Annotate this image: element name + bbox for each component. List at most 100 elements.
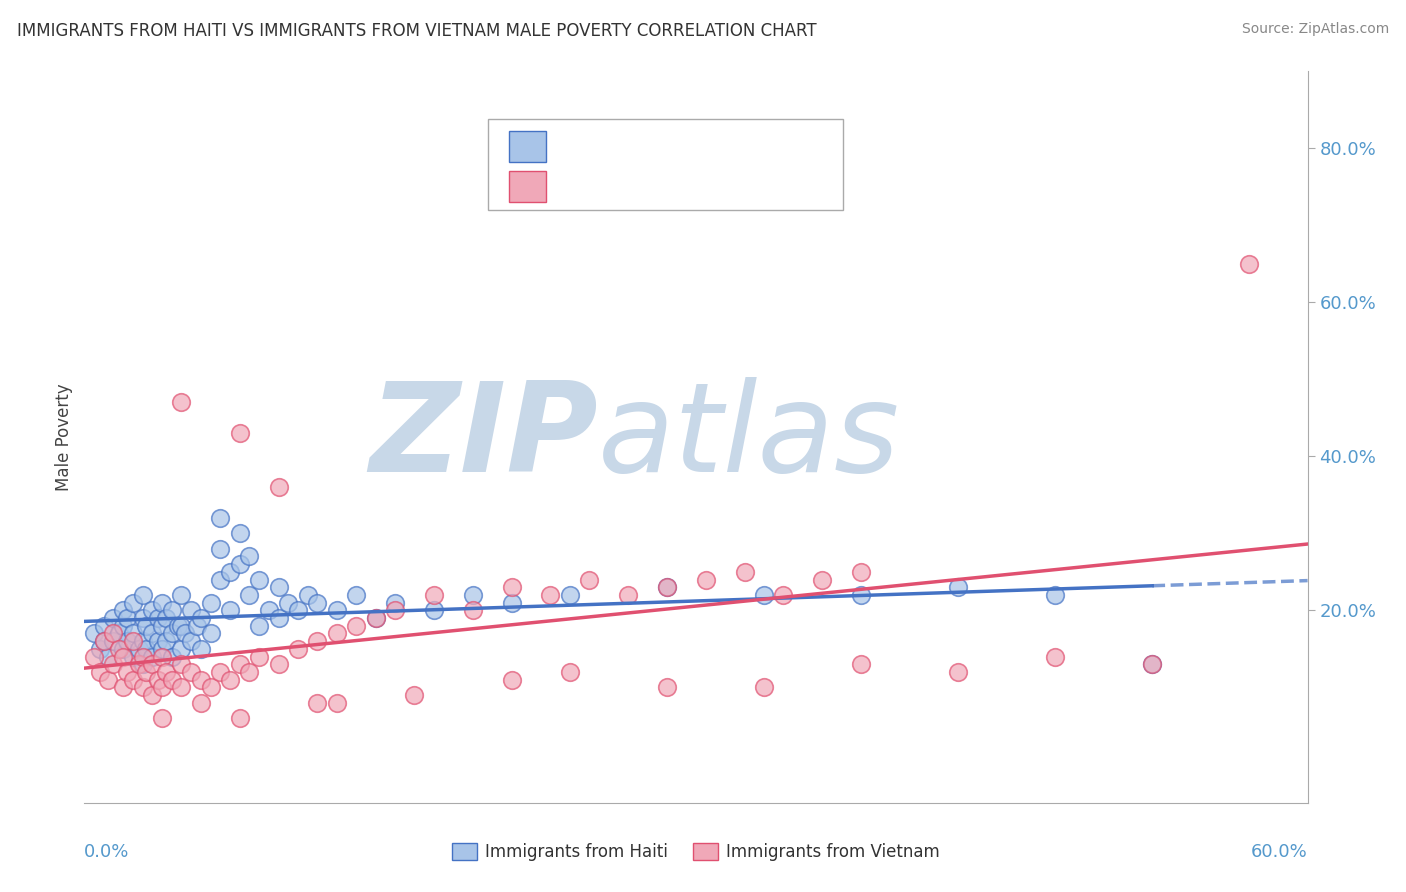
Point	[135, 665, 157, 679]
Point	[461, 603, 484, 617]
Point	[501, 596, 523, 610]
Point	[131, 588, 153, 602]
Point	[103, 626, 125, 640]
Point	[115, 634, 138, 648]
Point	[93, 634, 115, 648]
Point	[228, 557, 250, 571]
Point	[170, 618, 193, 632]
Point	[141, 626, 163, 640]
Point	[655, 580, 678, 594]
Point	[135, 618, 157, 632]
Point	[128, 657, 150, 672]
Point	[307, 634, 329, 648]
Point	[190, 673, 212, 687]
Text: R =  0.161: R = 0.161	[560, 137, 650, 156]
Point	[364, 611, 387, 625]
Point	[752, 588, 775, 602]
Point	[160, 626, 183, 640]
Point	[170, 395, 193, 409]
Point	[219, 565, 242, 579]
Point	[267, 480, 290, 494]
Point	[461, 588, 484, 602]
Point	[180, 634, 202, 648]
Point	[150, 649, 173, 664]
Point	[190, 696, 212, 710]
Point	[200, 596, 222, 610]
Point	[267, 657, 290, 672]
Bar	[509, 171, 546, 202]
Point	[617, 588, 640, 602]
Point	[228, 711, 250, 725]
Point	[150, 641, 173, 656]
Point	[155, 611, 177, 625]
Point	[946, 580, 969, 594]
Point	[97, 673, 120, 687]
Point	[849, 588, 872, 602]
Point	[180, 665, 202, 679]
Text: 60.0%: 60.0%	[1251, 843, 1308, 861]
Point	[160, 603, 183, 617]
Point	[141, 649, 163, 664]
Point	[93, 634, 115, 648]
Point	[209, 665, 232, 679]
Point	[115, 611, 138, 625]
Point	[849, 565, 872, 579]
Point	[247, 649, 270, 664]
Point	[141, 603, 163, 617]
Point	[200, 626, 222, 640]
Point	[170, 681, 193, 695]
Point	[277, 596, 299, 610]
Point	[160, 673, 183, 687]
Point	[131, 634, 153, 648]
Bar	[509, 131, 546, 162]
Point	[170, 588, 193, 602]
Point	[578, 573, 600, 587]
Point	[752, 681, 775, 695]
Point	[238, 665, 260, 679]
Point	[131, 657, 153, 672]
Point	[135, 641, 157, 656]
Point	[267, 611, 290, 625]
Point	[190, 611, 212, 625]
Point	[238, 588, 260, 602]
Point	[112, 681, 135, 695]
Point	[170, 657, 193, 672]
Point	[1142, 657, 1164, 672]
Point	[141, 688, 163, 702]
Point	[734, 565, 756, 579]
Point	[103, 657, 125, 672]
Point	[238, 549, 260, 564]
Point	[364, 611, 387, 625]
Point	[122, 626, 145, 640]
Point	[186, 618, 208, 632]
Point	[146, 673, 169, 687]
Point	[228, 526, 250, 541]
Point	[200, 681, 222, 695]
Point	[1239, 257, 1261, 271]
Point	[267, 580, 290, 594]
Point	[423, 588, 446, 602]
Point	[122, 649, 145, 664]
Point	[849, 657, 872, 672]
Point	[558, 665, 581, 679]
Point	[538, 588, 561, 602]
Text: R =  0.489: R = 0.489	[560, 178, 648, 195]
Point	[501, 673, 523, 687]
Point	[146, 611, 169, 625]
Point	[122, 673, 145, 687]
Point	[219, 603, 242, 617]
Point	[112, 641, 135, 656]
Point	[307, 696, 329, 710]
Text: IMMIGRANTS FROM HAITI VS IMMIGRANTS FROM VIETNAM MALE POVERTY CORRELATION CHART: IMMIGRANTS FROM HAITI VS IMMIGRANTS FROM…	[17, 22, 817, 40]
Point	[384, 596, 406, 610]
Point	[141, 657, 163, 672]
Point	[155, 665, 177, 679]
Point	[257, 603, 280, 617]
Point	[287, 641, 309, 656]
Point	[190, 641, 212, 656]
Point	[655, 681, 678, 695]
Text: ZIP: ZIP	[370, 376, 598, 498]
Point	[131, 649, 153, 664]
Point	[103, 611, 125, 625]
Point	[209, 573, 232, 587]
